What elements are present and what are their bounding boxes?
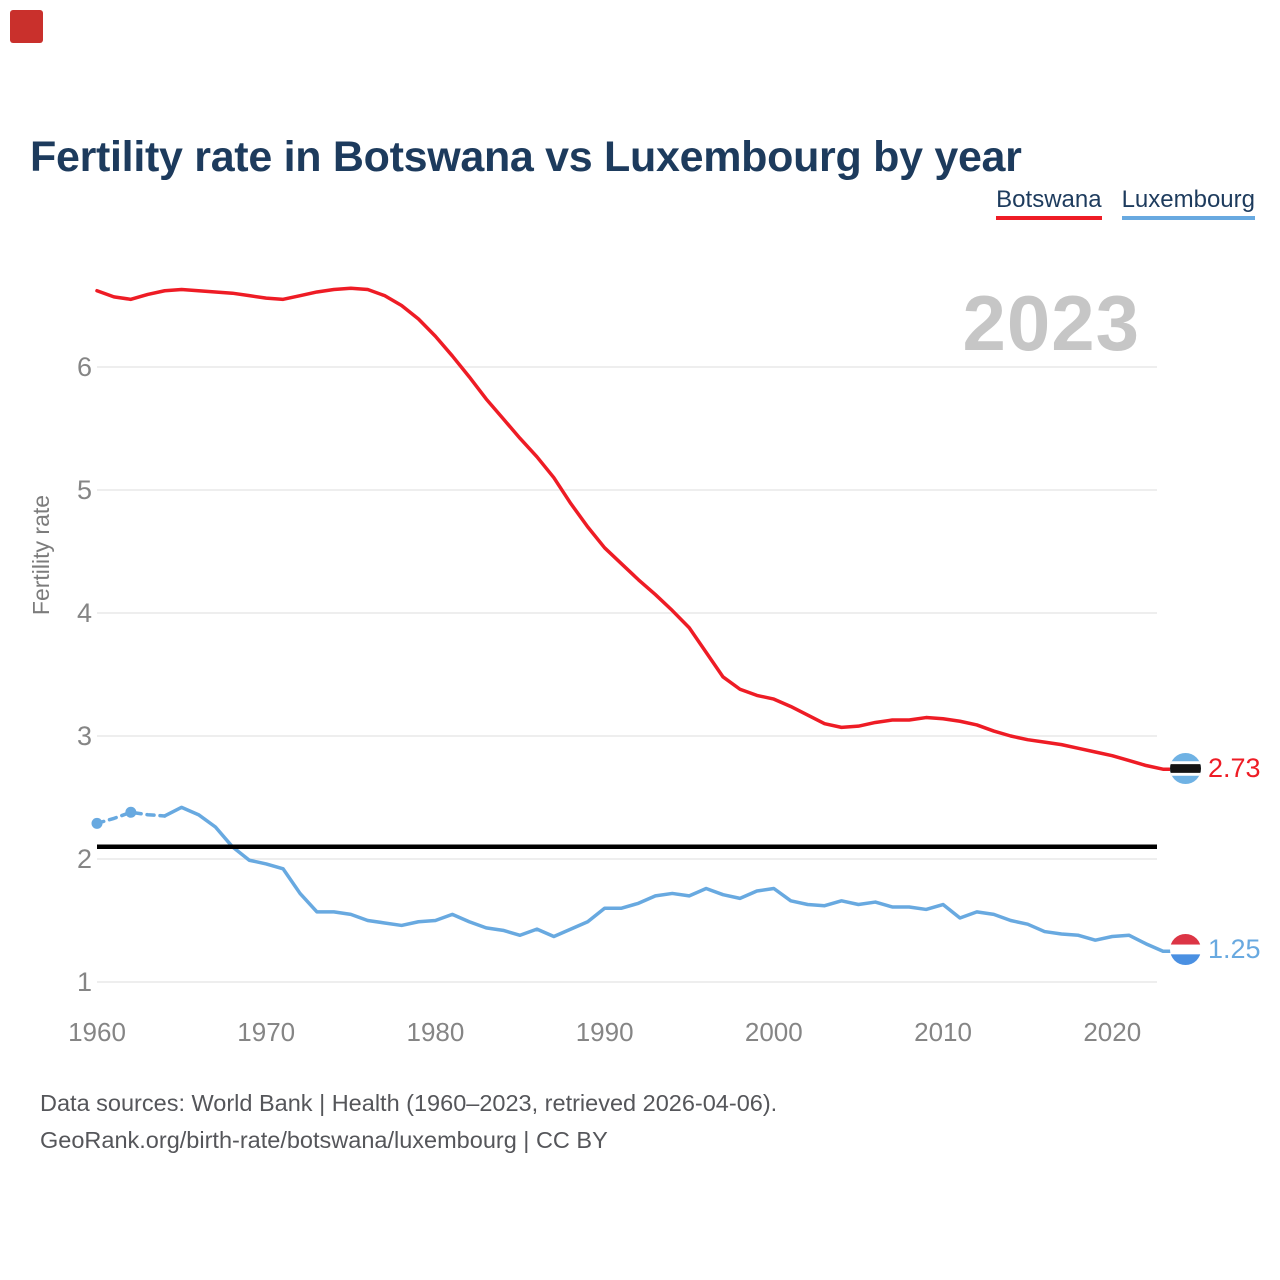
x-tick-label: 2000 [745,1017,803,1047]
x-tick-label: 1970 [237,1017,295,1047]
x-tick-label: 2010 [914,1017,972,1047]
luxembourg-flag-icon [1170,934,1201,965]
botswana-end-label: 2.73 [1170,753,1261,784]
luxembourg-line-dashed [95,810,167,826]
luxembourg-end-value: 1.25 [1208,934,1261,964]
y-tick-label: 2 [77,844,92,874]
data-point-marker [91,817,103,829]
y-tick-label: 3 [77,721,92,751]
x-tick-label: 1980 [406,1017,464,1047]
corner-marker [10,10,43,43]
year-watermark: 2023 [962,279,1140,367]
footer-sources-line: Data sources: World Bank | Health (1960–… [40,1090,778,1116]
footer-attribution-line: GeoRank.org/birth-rate/botswana/luxembou… [40,1126,608,1153]
footer: Data sources: World Bank | Health (1960–… [40,1085,777,1158]
x-tick-label: 1990 [576,1017,634,1047]
legend-item-luxembourg[interactable]: Luxembourg [1121,186,1255,220]
data-point-marker [125,806,137,818]
page-title: Fertility rate in Botswana vs Luxembourg… [30,132,1022,181]
x-tick-label: 1960 [68,1017,126,1047]
x-tick-label: 2020 [1083,1017,1141,1047]
y-tick-label: 6 [77,352,92,382]
y-tick-label: 5 [77,475,92,505]
y-axis-label: Fertility rate [28,494,54,616]
y-tick-label: 1 [77,967,92,997]
botswana-end-value: 2.73 [1208,753,1261,783]
luxembourg-line [162,805,1174,953]
luxembourg-end-label: 1.25 [1170,934,1261,965]
legend: Botswana Luxembourg [996,186,1255,220]
legend-item-botswana[interactable]: Botswana [996,186,1102,220]
botswana-line [95,286,1174,771]
y-tick-label: 4 [77,598,92,628]
botswana-flag-icon [1170,753,1201,784]
